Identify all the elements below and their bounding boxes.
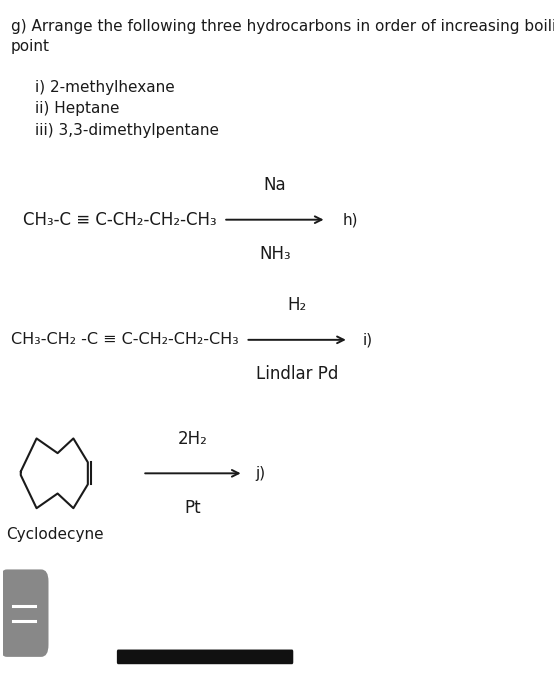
Text: j): j) [255,466,266,481]
Text: Pt: Pt [184,499,201,517]
Text: h): h) [342,212,358,227]
Text: g) Arrange the following three hydrocarbons in order of increasing boiling
point: g) Arrange the following three hydrocarb… [11,20,554,55]
Text: i) 2-methylhexane
ii) Heptane
iii) 3,3-dimethylpentane: i) 2-methylhexane ii) Heptane iii) 3,3-d… [35,79,219,138]
Text: NH₃: NH₃ [259,245,291,263]
Text: i): i) [363,332,373,347]
Text: Lindlar Pd: Lindlar Pd [256,365,338,383]
Text: Cyclodecyne: Cyclodecyne [6,526,104,542]
FancyBboxPatch shape [0,569,49,657]
Text: Na: Na [264,176,286,194]
Text: 2H₂: 2H₂ [178,430,208,448]
Text: CH₃-C ≡ C-CH₂-CH₂-CH₃: CH₃-C ≡ C-CH₂-CH₂-CH₃ [23,211,217,229]
FancyBboxPatch shape [117,649,293,664]
Text: CH₃-CH₂ -C ≡ C-CH₂-CH₂-CH₃: CH₃-CH₂ -C ≡ C-CH₂-CH₂-CH₃ [11,332,239,347]
Text: H₂: H₂ [288,297,307,314]
